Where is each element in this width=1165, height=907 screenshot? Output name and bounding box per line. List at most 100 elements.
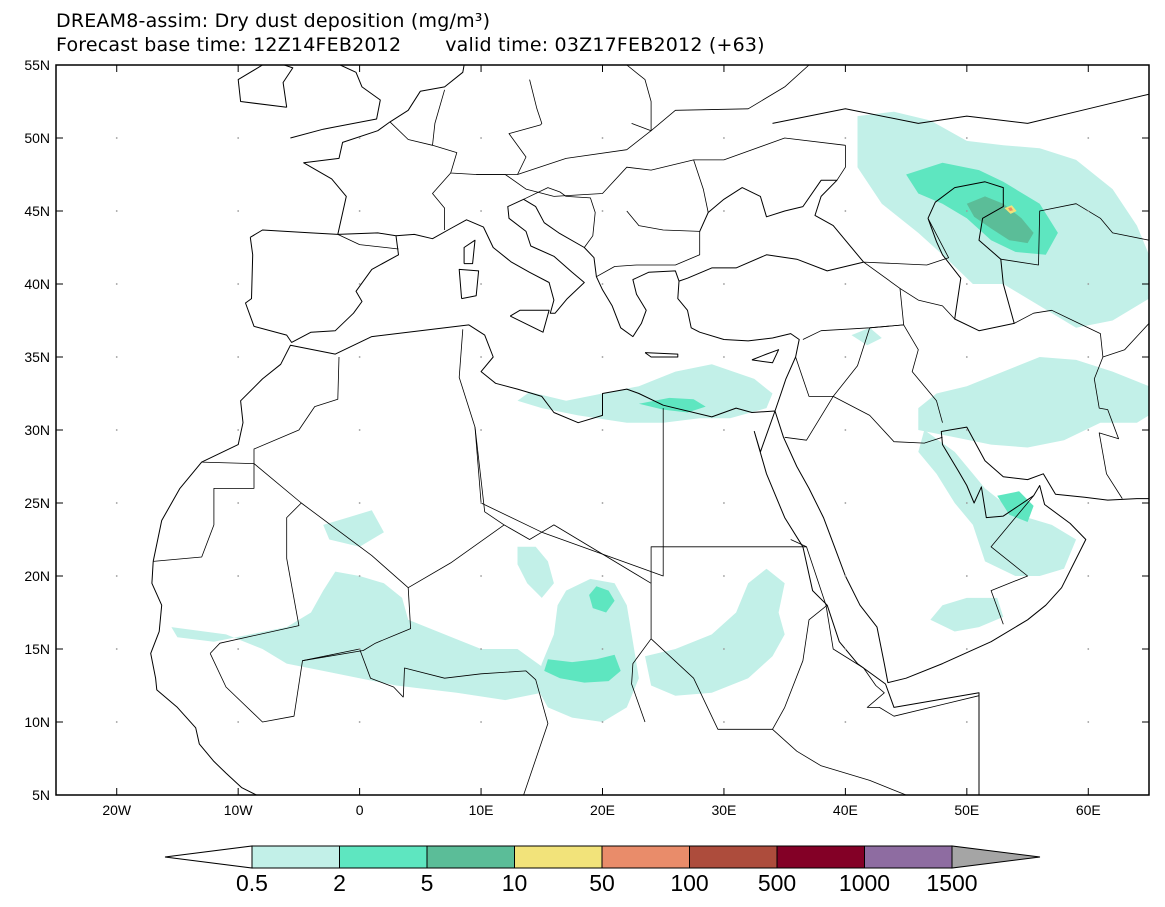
grid-dot: [844, 721, 847, 723]
grid-dot: [844, 648, 847, 650]
grid-dot: [723, 502, 725, 504]
grid-dot: [723, 283, 725, 285]
lat-label: 30N: [24, 422, 50, 438]
country-borders: [153, 65, 1149, 795]
grid-dot: [601, 283, 604, 285]
lat-label: 50N: [24, 130, 50, 146]
grid-dot: [965, 575, 968, 577]
grid-dot: [965, 356, 968, 358]
legend-label: 10: [502, 870, 528, 896]
country-border: [833, 396, 943, 444]
grid-dot: [115, 137, 118, 139]
grid-dot: [358, 283, 361, 285]
grid-dot: [723, 210, 725, 212]
grid-dot: [1087, 210, 1090, 212]
grid-dot: [1087, 502, 1090, 504]
coastline-sardinia: [458, 268, 480, 300]
legend-label: 1000: [839, 870, 890, 896]
country-border: [209, 463, 302, 654]
grid-dot: [115, 721, 118, 723]
legend-swatch: [601, 845, 690, 869]
country-border: [1000, 203, 1149, 266]
lon-label: 40E: [833, 802, 858, 818]
base-time-label: Forecast base time: 12Z14FEB2012: [56, 34, 402, 56]
grid-dot: [358, 356, 361, 358]
dust-area-level-0: [930, 597, 1004, 632]
grid-dot: [237, 502, 240, 504]
grid-dot: [844, 356, 847, 358]
grid-dot: [115, 210, 118, 212]
legend-swatch: [864, 845, 953, 869]
grid-dot: [965, 721, 968, 723]
coastline-sicily: [509, 309, 550, 333]
coastline-africa-coast: [152, 324, 980, 795]
country-border: [474, 408, 664, 577]
grid-dot: [115, 648, 118, 650]
lat-label: 10N: [24, 714, 50, 730]
grid-dot: [601, 648, 604, 650]
lat-label: 25N: [24, 495, 50, 511]
grid-dot: [601, 721, 604, 723]
country-border: [402, 667, 549, 795]
grid-dot: [237, 210, 240, 212]
dust-area-level-0: [918, 357, 1149, 448]
grid-dot: [723, 429, 725, 431]
grid-dot: [1087, 648, 1090, 650]
grid-dot: [358, 502, 361, 504]
grid-dot: [965, 502, 968, 504]
lon-label: 20W: [102, 802, 132, 818]
country-border: [432, 144, 555, 197]
country-border: [476, 65, 652, 175]
country-border: [432, 172, 451, 230]
country-border: [337, 234, 399, 250]
legend-label: 1500: [926, 870, 977, 896]
country-border: [784, 356, 834, 441]
grid-dot: [237, 429, 240, 431]
grid-dot: [601, 429, 604, 431]
forecast-times: Forecast base time: 12Z14FEB2012 valid ti…: [56, 34, 765, 56]
grid-dot: [601, 356, 604, 358]
dust-area-level-4: [1008, 207, 1013, 211]
map-title: DREAM8-assim: Dry dust deposition (mg/m³…: [56, 10, 491, 32]
country-border: [553, 137, 846, 197]
country-border: [626, 210, 700, 232]
country-border: [836, 145, 846, 181]
grid-dot: [358, 137, 361, 139]
coastline-corsica: [463, 239, 476, 265]
grid-dot: [237, 283, 240, 285]
country-border: [407, 329, 505, 589]
legend-swatch: [514, 845, 603, 869]
dust-area-level-0: [535, 578, 639, 722]
grid-dot: [237, 648, 240, 650]
grid-dot: [480, 137, 482, 139]
coastline-europe-france: [303, 65, 465, 235]
grid-dot: [358, 429, 361, 431]
grid-dot: [237, 356, 240, 358]
coastline-europe-med: [395, 198, 864, 338]
grid-dot: [480, 210, 482, 212]
coastline-crete: [644, 352, 679, 358]
grid-dot: [723, 648, 725, 650]
legend-label: 50: [589, 870, 615, 896]
legend-arrow-low: [164, 845, 253, 869]
grid-dot: [1087, 429, 1090, 431]
grid-dot: [844, 283, 847, 285]
lat-label: 45N: [24, 203, 50, 219]
legend-swatch: [251, 845, 340, 869]
grid-dot: [965, 137, 968, 139]
grid-dot: [723, 721, 725, 723]
legend-label: 5: [421, 870, 434, 896]
grid-dot: [480, 283, 482, 285]
coastline-black-sea-north: [699, 179, 864, 263]
longitude-labels: 20W 10W 0 10E 20E 30E 40E 50E 60E: [102, 65, 1101, 818]
coastline-africa-west-coast: [150, 561, 257, 795]
country-border: [802, 287, 955, 340]
grid-dot: [358, 721, 361, 723]
grid-dot: [844, 575, 847, 577]
dust-area-level-0: [323, 510, 384, 547]
grid-dot: [601, 137, 604, 139]
grid-dot: [1087, 137, 1090, 139]
grid-dot: [965, 210, 968, 212]
dust-area-level-1: [544, 654, 621, 683]
dust-area-level-2: [966, 196, 1034, 244]
